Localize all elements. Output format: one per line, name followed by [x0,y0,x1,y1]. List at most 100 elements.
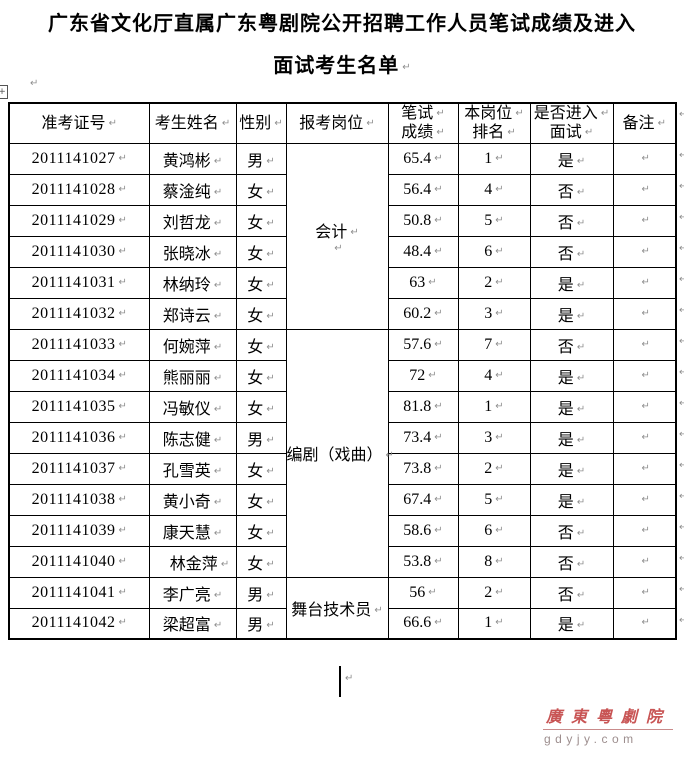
watermark-divider [543,729,673,730]
cell-position-stage-technician: 舞台技术员 ↵ [285,576,389,640]
cell-rank: 1 ↵ [457,607,531,640]
cell-exam-number: 2011141034 ↵ [8,359,150,392]
cell-written-score: 65.4 ↵ [387,142,459,175]
pilcrow-mark: ↵ [30,78,39,89]
pilcrow-mark: ↵ [576,527,586,539]
cell-gender: 女 ↵ [235,545,287,578]
pilcrow-mark: ↵ [213,341,223,353]
pilcrow-mark: ↵ [266,496,275,508]
cell-remarks: ↵ [612,483,677,516]
cell-written-score: 56.4 ↵ [387,173,459,206]
pilcrow-mark: ↵ [600,108,610,120]
table-row: 2011141041 ↵ 李广亮 ↵ 男 ↵ 舞台技术员 ↵ 56 ↵ 2 ↵ 否 ↵ ↵ [8,576,677,640]
header-text: 面试 [549,124,582,142]
pilcrow-mark: ↵ [495,617,504,629]
cell-exam-number: 2011141041 ↵ [8,576,150,609]
cell-gender: 男 ↵ [235,607,287,640]
pilcrow-mark: ↵ [118,555,127,567]
pilcrow-mark: ↵ [495,307,504,319]
cell-interview-status: 否 ↵ [529,204,614,237]
pilcrow-mark: ↵ [576,589,586,601]
pilcrow-mark: ↵ [576,372,586,384]
header-text: 成绩 [401,124,434,142]
cell-written-score: 72 ↵ [387,359,459,392]
pilcrow-mark: ↵ [266,465,275,477]
cell-rank: 3 ↵ [457,297,531,330]
text-cursor [339,666,341,697]
pilcrow-mark: ↵ [641,586,650,598]
pilcrow-mark: ↵ [495,152,504,164]
table-row: 2011141042 ↵ 梁超富 ↵ 男 ↵ 66.6 ↵ 1 ↵ 是 ↵ ↵ [8,607,677,640]
pilcrow-mark: ↵ [118,152,127,164]
pilcrow-mark: ↵ [576,217,586,229]
pilcrow-mark: ↵ [679,584,684,595]
pilcrow-mark: ↵ [657,117,666,129]
cell-exam-number: 2011141039 ↵ [8,514,150,547]
table-row: 2011141038 ↵ 黄小奇 ↵ 女 ↵ 67.4 ↵ 5 ↵ 是 ↵ ↵ [8,483,677,516]
pilcrow-mark: ↵ [345,673,354,684]
pilcrow-mark: ↵ [679,491,684,502]
cell-rank: 4 ↵ [457,359,531,392]
pilcrow-mark: ↵ [118,245,127,257]
pilcrow-mark: ↵ [428,586,437,598]
watermark-logo: 廣東粵劇院 [546,709,672,726]
pilcrow-mark: ↵ [641,555,650,567]
title-line2-text: 面试考生名单 [273,55,400,77]
pilcrow-mark: ↵ [679,460,684,471]
cell-rank: 2 ↵ [457,452,531,485]
pilcrow-mark: ↵ [679,367,684,378]
table-row: 2011141033 ↵ 何婉萍 ↵ 女 ↵ 编剧（戏曲） ↵ 57.6 ↵ 7 ↵ 否 ↵ … [8,328,677,578]
cell-written-score: 63 ↵ [387,266,459,299]
cell-gender: 女 ↵ [235,173,287,206]
table-row: 2011141037 ↵ 孔雪英 ↵ 女 ↵ 73.8 ↵ 2 ↵ 是 ↵ ↵ [8,452,677,485]
cell-written-score: 73.4 ↵ [387,421,459,454]
cell-gender: 男 ↵ [235,421,287,454]
cell-remarks: ↵ [612,297,677,330]
pilcrow-mark: ↵ [641,307,650,319]
cell-candidate-name: 梁超富 ↵ [148,607,237,640]
cell-rank: 8 ↵ [457,545,531,578]
pilcrow-mark: ↵ [515,108,524,120]
pilcrow-mark: ↵ [641,431,650,443]
header-text: 是否进入 [533,105,598,123]
table-row: 2011141040 ↵ 林金萍 ↵ 女 ↵ 53.8 ↵ 8 ↵ 否 ↵ ↵ [8,545,677,578]
table-row: 2011141032 ↵ 郑诗云 ↵ 女 ↵ 60.2 ↵ 3 ↵ 是 ↵ ↵ [8,297,677,330]
cell-written-score: 73.8 ↵ [387,452,459,485]
pilcrow-mark: ↵ [434,462,443,474]
table-move-handle-icon[interactable]: + [0,85,8,99]
pilcrow-mark: ↵ [118,524,127,536]
pilcrow-mark: ↵ [495,555,504,567]
cell-remarks: ↵ [612,359,677,392]
cell-candidate-name: 孔雪英 ↵ [148,452,237,485]
pilcrow-mark: ↵ [213,620,223,632]
cell-exam-number: 2011141033 ↵ [8,328,150,361]
pilcrow-mark: ↵ [495,400,504,412]
pilcrow-mark: ↵ [584,127,594,139]
pilcrow-mark: ↵ [679,243,684,254]
pilcrow-mark: ↵ [679,553,684,564]
cell-written-score: 58.6 ↵ [387,514,459,547]
pilcrow-mark: ↵ [213,589,223,601]
cell-written-score: 56 ↵ [387,576,459,609]
cell-gender: 女 ↵ [235,235,287,268]
pilcrow-mark: ↵ [436,108,445,120]
table-row: 2011141027 ↵ 黄鸿彬 ↵ 男 ↵ 会计 ↵ ↵ 65.4 ↵ 1 ↵ 是 ↵ ↵ [8,142,677,330]
pilcrow-mark: ↵ [576,279,586,291]
table-row: 2011141029 ↵ 刘哲龙 ↵ 女 ↵ 50.8 ↵ 5 ↵ 否 ↵ ↵ [8,204,677,237]
pilcrow-mark: ↵ [641,245,650,257]
pilcrow-mark: ↵ [374,604,383,616]
cell-exam-number: 2011141036 ↵ [8,421,150,454]
pilcrow-mark: ↵ [266,217,275,229]
pilcrow-mark: ↵ [434,617,443,629]
pilcrow-mark: ↵ [641,338,650,350]
cell-interview-status: 是 ↵ [529,421,614,454]
header-text: 准考证号 [41,114,106,132]
pilcrow-mark: ↵ [679,336,684,347]
cell-gender: 女 ↵ [235,390,287,423]
cell-interview-status: 否 ↵ [529,576,614,609]
cell-gender: 女 ↵ [235,452,287,485]
pilcrow-mark: ↵ [350,226,359,238]
pilcrow-mark: ↵ [118,493,127,505]
cell-rank: 2 ↵ [457,266,531,299]
table-row: 2011141035 ↵ 冯敏仪 ↵ 女 ↵ 81.8 ↵ 1 ↵ 是 ↵ ↵ [8,390,677,423]
